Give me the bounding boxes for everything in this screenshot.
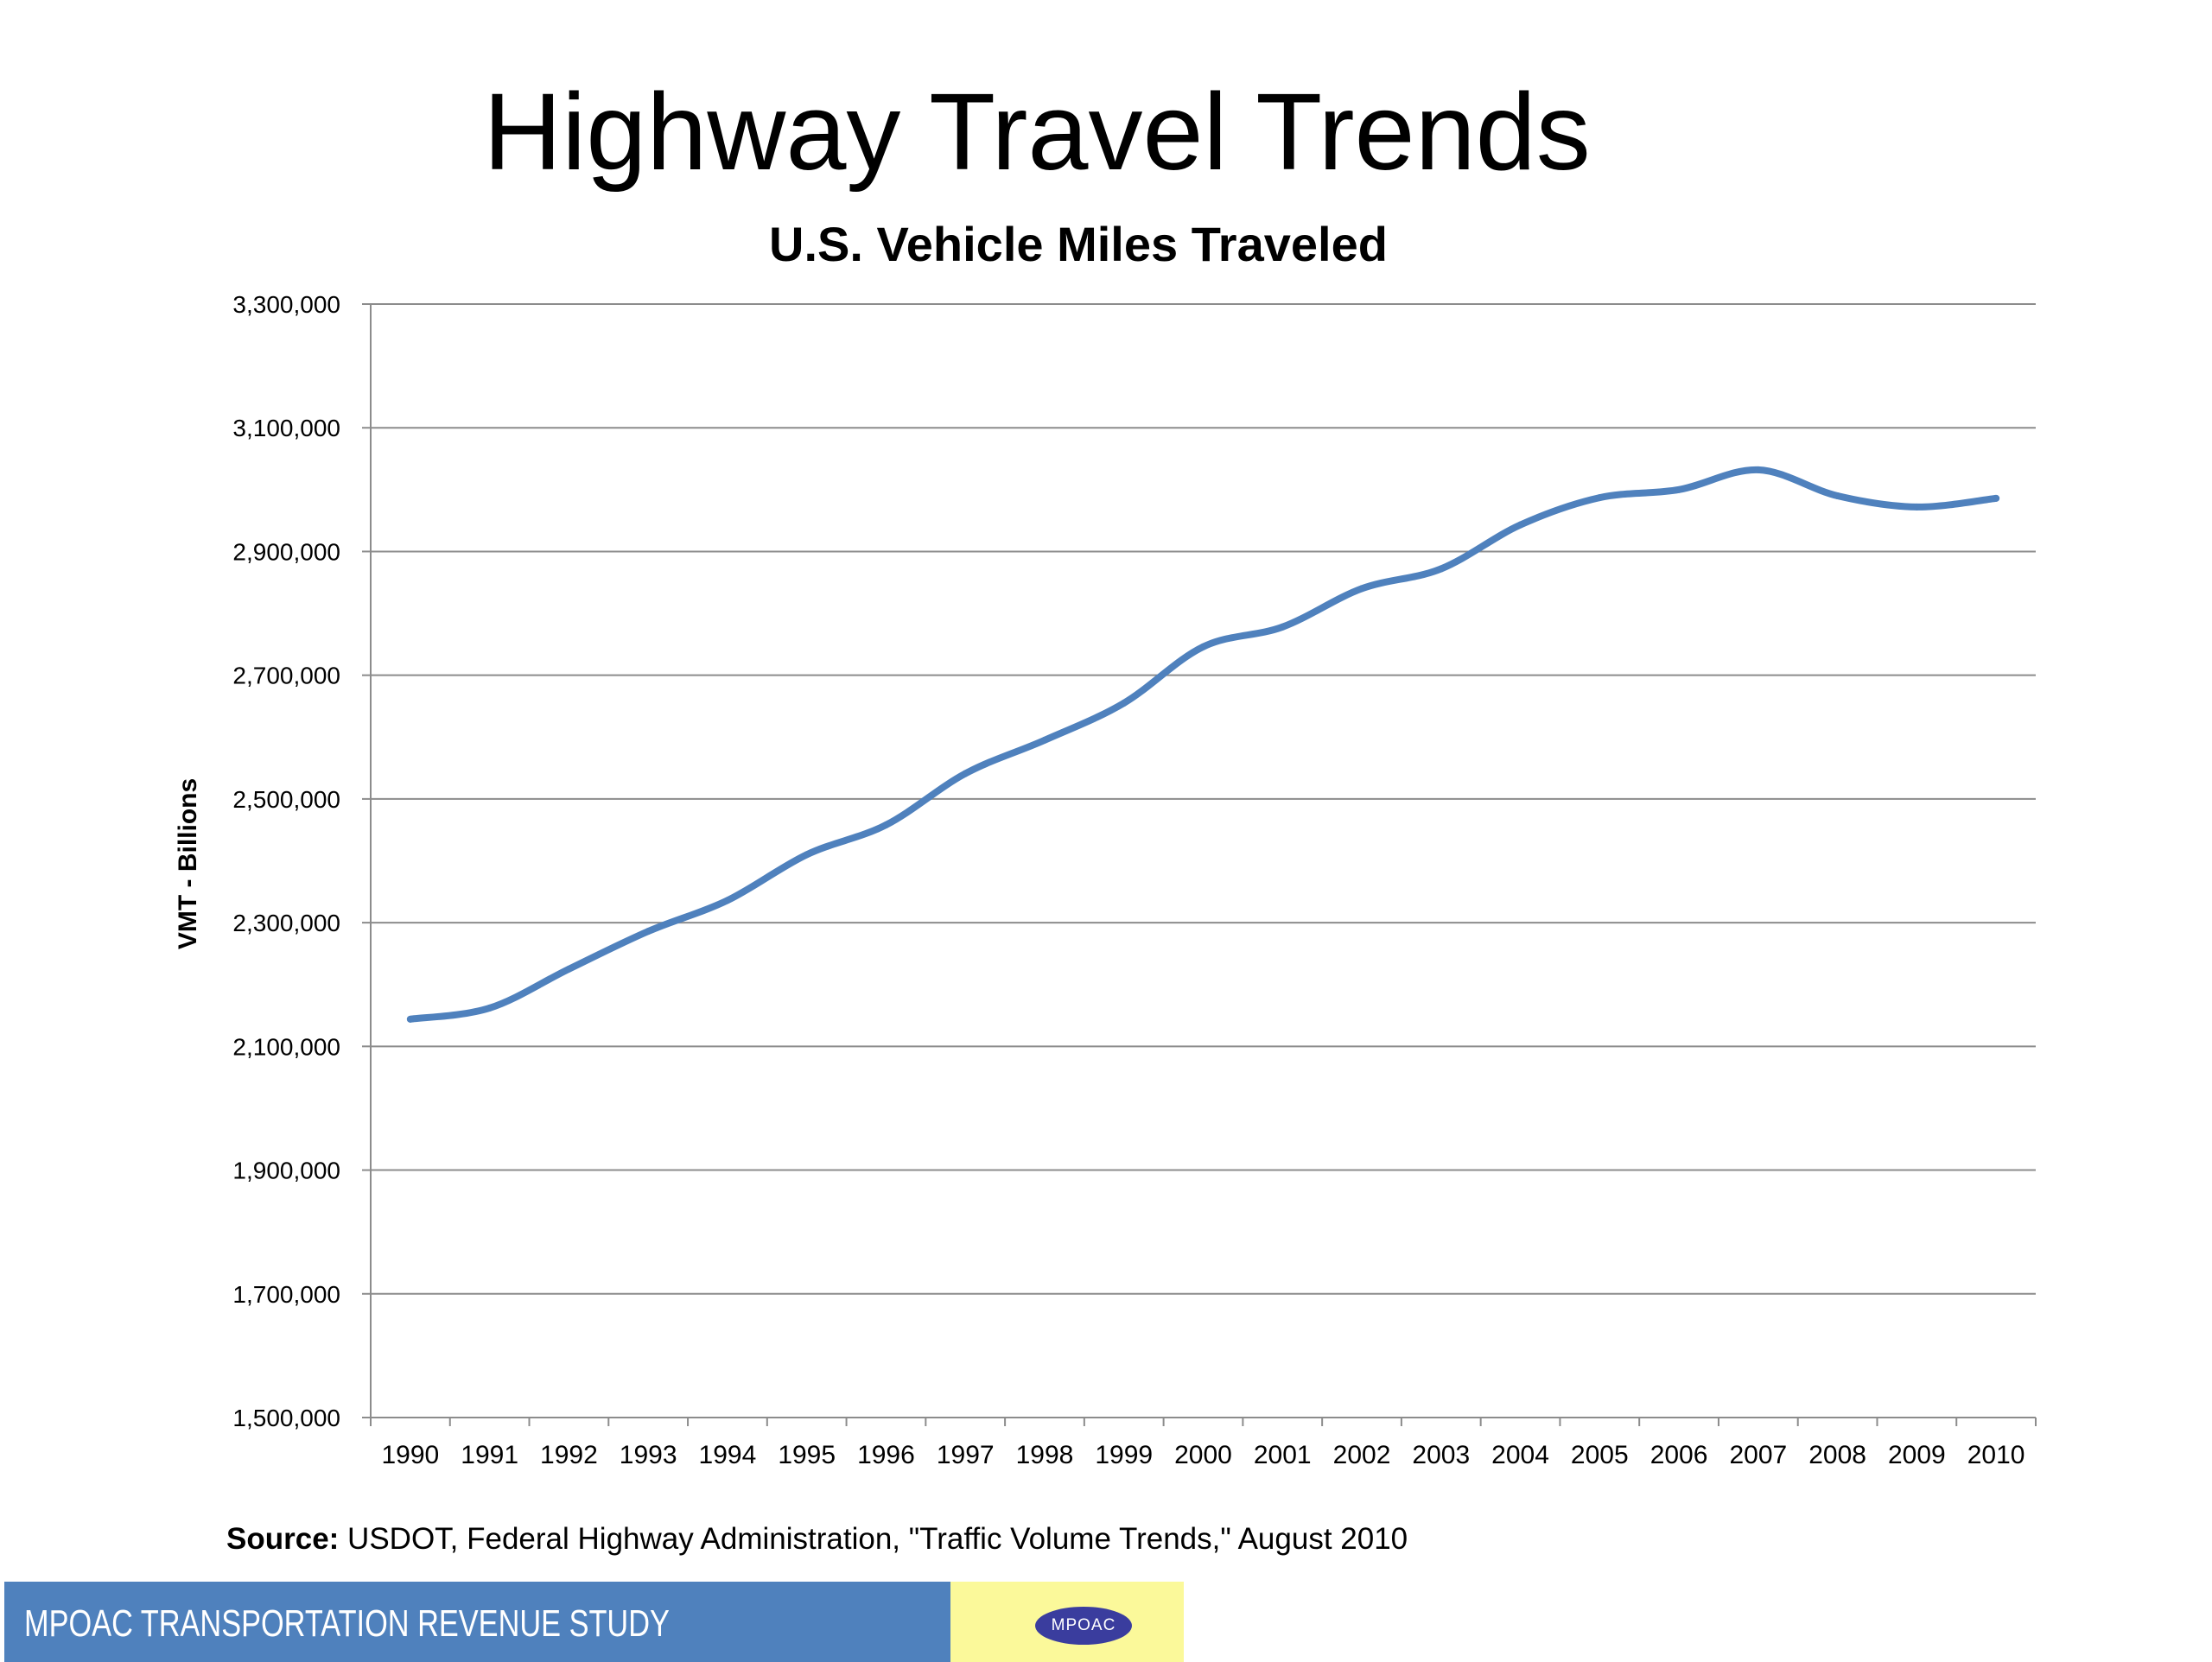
x-tick-label: 2003 — [1412, 1441, 1470, 1469]
data-point-2001 — [1279, 623, 1287, 631]
source-text: USDOT, Federal Highway Administration, "… — [347, 1522, 1408, 1556]
slide-title: Highway Travel Trends — [483, 71, 1591, 193]
x-tick-label: 2006 — [1650, 1441, 1708, 1469]
chart-title: U.S. Vehicle Miles Traveled — [769, 217, 1388, 271]
data-point-2007 — [1754, 466, 1762, 473]
y-tick-label: 2,500,000 — [232, 786, 340, 813]
data-point-2003 — [1437, 565, 1445, 573]
data-point-1991 — [486, 1004, 493, 1012]
mpoac-logo: MPOAC — [1035, 1607, 1132, 1645]
data-point-1990 — [406, 1015, 414, 1023]
x-tick-label: 1999 — [1095, 1441, 1153, 1469]
x-tick-labels: 1990 1991 1992 1993 1994 1995 1996 1997 1998 1999… — [382, 1441, 2025, 1469]
y-tick-label: 3,100,000 — [232, 415, 340, 441]
gridlines — [371, 303, 2036, 1295]
y-tick-label: 2,700,000 — [232, 663, 340, 689]
data-point-2005 — [1596, 494, 1604, 502]
x-tick-label: 1991 — [461, 1441, 518, 1469]
y-tick-labels: 1,500,000 1,700,000 1,900,000 2,100,000 2,30… — [232, 291, 340, 1431]
y-axis-title: VMT - Billions — [174, 778, 202, 949]
data-points — [406, 466, 2000, 1023]
x-tick-label: 2001 — [1254, 1441, 1312, 1469]
data-point-2006 — [1675, 485, 1683, 493]
x-tick-label: 1997 — [937, 1441, 995, 1469]
data-point-2000 — [1199, 643, 1207, 650]
data-point-2010 — [1993, 494, 2000, 502]
footer-title: MPOAC TRANSPORTATION REVENUE STUDY — [24, 1602, 670, 1645]
x-tick-label: 1992 — [540, 1441, 598, 1469]
y-tick-label: 3,300,000 — [232, 291, 340, 318]
y-tick-label: 1,900,000 — [232, 1158, 340, 1184]
x-tick-label: 2002 — [1333, 1441, 1391, 1469]
axes — [362, 303, 2037, 1426]
data-point-1994 — [723, 897, 731, 904]
data-point-1992 — [565, 965, 573, 973]
x-tick-label: 2010 — [1967, 1441, 2025, 1469]
series-line-vmt — [406, 466, 2000, 1023]
data-point-2009 — [1913, 503, 1921, 511]
y-tick-label: 1,700,000 — [232, 1281, 340, 1308]
data-point-1996 — [882, 821, 890, 828]
x-tick-label: 1995 — [778, 1441, 836, 1469]
x-tick-label: 1994 — [699, 1441, 757, 1469]
data-point-2004 — [1516, 521, 1524, 529]
data-point-1997 — [962, 770, 969, 777]
x-tick-label: 1998 — [1016, 1441, 1074, 1469]
source-note: Source: USDOT, Federal Highway Administr… — [226, 1520, 1408, 1558]
y-tick-label: 2,100,000 — [232, 1033, 340, 1060]
logo-text: MPOAC — [1051, 1616, 1116, 1634]
data-point-1999 — [1120, 699, 1128, 707]
data-point-2008 — [1834, 492, 1841, 499]
source-label: Source: — [226, 1522, 340, 1556]
data-point-2002 — [1358, 585, 1366, 593]
y-tick-label: 1,500,000 — [232, 1405, 340, 1431]
x-tick-label: 1990 — [382, 1441, 440, 1469]
x-tick-label: 2008 — [1808, 1441, 1866, 1469]
x-tick-label: 2000 — [1174, 1441, 1232, 1469]
y-tick-label: 2,900,000 — [232, 538, 340, 565]
x-tick-label: 2005 — [1571, 1441, 1629, 1469]
x-tick-label: 2009 — [1888, 1441, 1946, 1469]
data-point-1995 — [803, 851, 810, 859]
data-point-1993 — [645, 928, 652, 936]
x-tick-label: 2004 — [1491, 1441, 1549, 1469]
x-tick-label: 1996 — [857, 1441, 915, 1469]
x-tick-label: 1993 — [620, 1441, 677, 1469]
footer-band — [4, 1582, 950, 1662]
y-tick-label: 2,300,000 — [232, 910, 340, 936]
x-tick-label: 2007 — [1729, 1441, 1787, 1469]
data-point-1998 — [1040, 736, 1048, 744]
